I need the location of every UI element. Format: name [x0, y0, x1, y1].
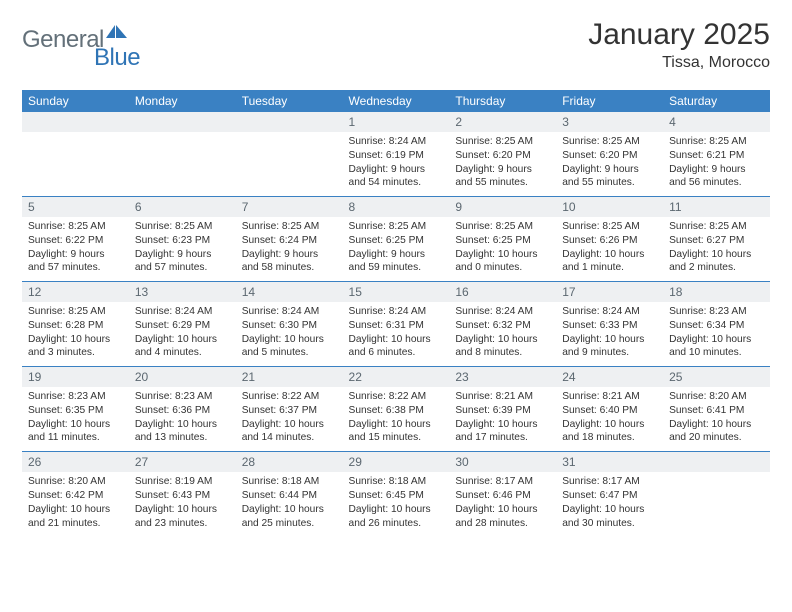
day-cell [129, 132, 236, 197]
day-cell: Sunrise: 8:24 AM Sunset: 6:19 PM Dayligh… [343, 132, 450, 197]
page-container: General January 2025 Tissa, Morocco Blue… [0, 0, 792, 540]
day-number-cell: 1 [343, 112, 450, 132]
weekday-header: Friday [556, 90, 663, 112]
weekday-header: Saturday [663, 90, 770, 112]
brand-text-blue: Blue [94, 44, 140, 71]
day-number-cell: 8 [343, 197, 450, 218]
day-number-row: 567891011 [22, 197, 770, 218]
day-cell: Sunrise: 8:22 AM Sunset: 6:37 PM Dayligh… [236, 387, 343, 452]
day-number-cell: 7 [236, 197, 343, 218]
day-cell: Sunrise: 8:20 AM Sunset: 6:41 PM Dayligh… [663, 387, 770, 452]
day-cell: Sunrise: 8:20 AM Sunset: 6:42 PM Dayligh… [22, 472, 129, 540]
day-cell [22, 132, 129, 197]
weekday-header: Monday [129, 90, 236, 112]
day-cell: Sunrise: 8:22 AM Sunset: 6:38 PM Dayligh… [343, 387, 450, 452]
calendar-body: 1234Sunrise: 8:24 AM Sunset: 6:19 PM Day… [22, 112, 770, 540]
day-number-cell: 28 [236, 452, 343, 473]
day-body-row: Sunrise: 8:24 AM Sunset: 6:19 PM Dayligh… [22, 132, 770, 197]
day-cell: Sunrise: 8:21 AM Sunset: 6:40 PM Dayligh… [556, 387, 663, 452]
day-body-row: Sunrise: 8:25 AM Sunset: 6:28 PM Dayligh… [22, 302, 770, 367]
day-number-row: 19202122232425 [22, 367, 770, 388]
day-cell: Sunrise: 8:23 AM Sunset: 6:34 PM Dayligh… [663, 302, 770, 367]
day-body-row: Sunrise: 8:23 AM Sunset: 6:35 PM Dayligh… [22, 387, 770, 452]
day-number-cell: 9 [449, 197, 556, 218]
day-cell: Sunrise: 8:24 AM Sunset: 6:31 PM Dayligh… [343, 302, 450, 367]
day-number-cell: 17 [556, 282, 663, 303]
day-cell: Sunrise: 8:18 AM Sunset: 6:44 PM Dayligh… [236, 472, 343, 540]
day-body-row: Sunrise: 8:25 AM Sunset: 6:22 PM Dayligh… [22, 217, 770, 282]
day-cell: Sunrise: 8:25 AM Sunset: 6:22 PM Dayligh… [22, 217, 129, 282]
day-number-cell: 15 [343, 282, 450, 303]
day-number-cell: 2 [449, 112, 556, 132]
day-cell: Sunrise: 8:25 AM Sunset: 6:26 PM Dayligh… [556, 217, 663, 282]
day-number-cell [663, 452, 770, 473]
title-block: January 2025 Tissa, Morocco [588, 18, 770, 72]
day-number-cell: 19 [22, 367, 129, 388]
day-number-cell: 23 [449, 367, 556, 388]
day-cell: Sunrise: 8:24 AM Sunset: 6:29 PM Dayligh… [129, 302, 236, 367]
brand-text-general: General [22, 26, 104, 54]
day-number-cell: 24 [556, 367, 663, 388]
day-number-cell: 25 [663, 367, 770, 388]
day-number-cell [22, 112, 129, 132]
day-cell [663, 472, 770, 540]
weekday-header: Sunday [22, 90, 129, 112]
day-cell: Sunrise: 8:23 AM Sunset: 6:36 PM Dayligh… [129, 387, 236, 452]
day-cell: Sunrise: 8:24 AM Sunset: 6:30 PM Dayligh… [236, 302, 343, 367]
day-cell: Sunrise: 8:25 AM Sunset: 6:25 PM Dayligh… [343, 217, 450, 282]
day-cell: Sunrise: 8:19 AM Sunset: 6:43 PM Dayligh… [129, 472, 236, 540]
day-cell: Sunrise: 8:25 AM Sunset: 6:23 PM Dayligh… [129, 217, 236, 282]
day-number-cell [236, 112, 343, 132]
day-number-cell: 29 [343, 452, 450, 473]
weekday-header-row: Sunday Monday Tuesday Wednesday Thursday… [22, 90, 770, 112]
weekday-header: Wednesday [343, 90, 450, 112]
day-number-row: 12131415161718 [22, 282, 770, 303]
day-number-cell: 30 [449, 452, 556, 473]
day-number-cell: 6 [129, 197, 236, 218]
day-cell: Sunrise: 8:18 AM Sunset: 6:45 PM Dayligh… [343, 472, 450, 540]
day-cell: Sunrise: 8:25 AM Sunset: 6:20 PM Dayligh… [449, 132, 556, 197]
brand-triangle-icon [106, 23, 128, 44]
day-cell: Sunrise: 8:17 AM Sunset: 6:46 PM Dayligh… [449, 472, 556, 540]
day-number-row: 262728293031 [22, 452, 770, 473]
weekday-header: Thursday [449, 90, 556, 112]
day-number-cell: 13 [129, 282, 236, 303]
day-cell: Sunrise: 8:21 AM Sunset: 6:39 PM Dayligh… [449, 387, 556, 452]
day-number-cell: 11 [663, 197, 770, 218]
day-number-cell [129, 112, 236, 132]
day-number-row: 1234 [22, 112, 770, 132]
day-number-cell: 14 [236, 282, 343, 303]
day-number-cell: 22 [343, 367, 450, 388]
title-location: Tissa, Morocco [588, 54, 770, 72]
day-number-cell: 10 [556, 197, 663, 218]
day-number-cell: 18 [663, 282, 770, 303]
day-number-cell: 4 [663, 112, 770, 132]
day-cell: Sunrise: 8:25 AM Sunset: 6:20 PM Dayligh… [556, 132, 663, 197]
day-cell: Sunrise: 8:25 AM Sunset: 6:28 PM Dayligh… [22, 302, 129, 367]
calendar-table: Sunday Monday Tuesday Wednesday Thursday… [22, 90, 770, 540]
day-cell: Sunrise: 8:25 AM Sunset: 6:25 PM Dayligh… [449, 217, 556, 282]
title-month: January 2025 [588, 18, 770, 52]
day-cell [236, 132, 343, 197]
brand-text-blue-wrap: Blue [94, 44, 140, 72]
day-cell: Sunrise: 8:25 AM Sunset: 6:24 PM Dayligh… [236, 217, 343, 282]
day-body-row: Sunrise: 8:20 AM Sunset: 6:42 PM Dayligh… [22, 472, 770, 540]
day-number-cell: 21 [236, 367, 343, 388]
day-cell: Sunrise: 8:25 AM Sunset: 6:27 PM Dayligh… [663, 217, 770, 282]
day-number-cell: 3 [556, 112, 663, 132]
day-number-cell: 16 [449, 282, 556, 303]
day-number-cell: 27 [129, 452, 236, 473]
day-number-cell: 31 [556, 452, 663, 473]
day-cell: Sunrise: 8:25 AM Sunset: 6:21 PM Dayligh… [663, 132, 770, 197]
weekday-header: Tuesday [236, 90, 343, 112]
day-cell: Sunrise: 8:24 AM Sunset: 6:33 PM Dayligh… [556, 302, 663, 367]
day-cell: Sunrise: 8:23 AM Sunset: 6:35 PM Dayligh… [22, 387, 129, 452]
day-cell: Sunrise: 8:17 AM Sunset: 6:47 PM Dayligh… [556, 472, 663, 540]
day-number-cell: 5 [22, 197, 129, 218]
day-number-cell: 20 [129, 367, 236, 388]
day-cell: Sunrise: 8:24 AM Sunset: 6:32 PM Dayligh… [449, 302, 556, 367]
day-number-cell: 26 [22, 452, 129, 473]
day-number-cell: 12 [22, 282, 129, 303]
